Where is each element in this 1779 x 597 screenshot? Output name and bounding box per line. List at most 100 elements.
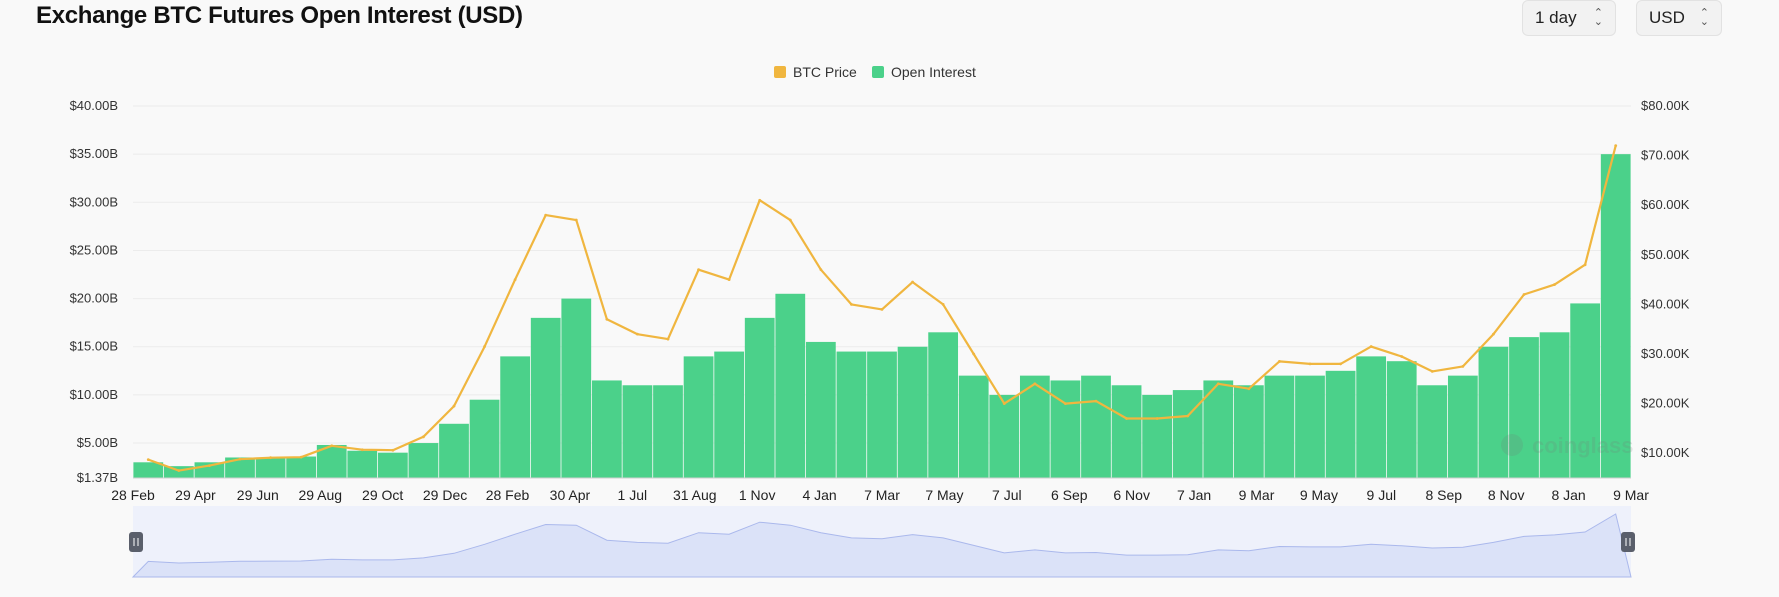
open-interest-bar (1539, 332, 1570, 478)
y-left-tick-label: $30.00B (70, 194, 118, 209)
navigator-left-handle[interactable] (129, 532, 143, 552)
btc-price-point (1278, 360, 1281, 363)
open-interest-bar (530, 317, 561, 478)
open-interest-bar (133, 462, 164, 478)
x-tick-label: 8 Sep (1425, 487, 1462, 503)
btc-price-point (1461, 365, 1465, 368)
open-interest-bar (836, 351, 867, 478)
open-interest-bar (867, 351, 897, 478)
x-tick-label: 4 Jan (802, 487, 836, 503)
interval-select[interactable]: 1 day ⌃ ⌄ (1522, 0, 1616, 36)
btc-price-point (850, 303, 853, 306)
y-left-tick-label: $1.37B (77, 470, 118, 485)
open-interest-bar (500, 356, 531, 478)
y-right-tick-label: $40.00K (1641, 296, 1690, 311)
btc-price-point (513, 278, 517, 281)
btc-price-point (636, 332, 639, 336)
x-tick-label: 28 Feb (111, 487, 155, 503)
btc-price-point (1155, 417, 1159, 420)
open-interest-bar (439, 423, 469, 478)
legend-label[interactable]: BTC Price (793, 64, 857, 80)
x-tick-label: 7 Jan (1177, 487, 1211, 503)
btc-price-point (1125, 417, 1128, 420)
btc-price-point (544, 213, 548, 217)
btc-price-point (177, 469, 181, 472)
open-interest-bar (1111, 385, 1142, 478)
open-interest-bar (1295, 375, 1325, 478)
open-interest-bar (1600, 154, 1631, 478)
x-tick-label: 9 Mar (1239, 487, 1275, 503)
open-interest-bar (1570, 303, 1601, 478)
open-interest-bar (1050, 380, 1081, 478)
btc-price-point (1430, 369, 1434, 373)
watermark-text: coinglass (1532, 433, 1633, 458)
btc-price-point (391, 448, 395, 452)
open-interest-bar (225, 457, 255, 478)
x-tick-label: 7 Jul (992, 487, 1022, 503)
open-interest-bar (591, 380, 622, 478)
btc-price-point (1186, 414, 1190, 418)
open-interest-bar (1233, 385, 1264, 478)
legend-swatch[interactable] (774, 66, 786, 78)
y-right-tick-label: $30.00K (1641, 346, 1690, 361)
btc-price-point (972, 352, 976, 356)
updown-chevron-icon: ⌃ ⌄ (1593, 7, 1603, 28)
open-interest-bar (1386, 361, 1417, 478)
open-interest-bar (561, 298, 592, 478)
open-interest-bar (1509, 337, 1539, 478)
currency-select[interactable]: USD ⌃ ⌄ (1636, 0, 1722, 36)
x-tick-label: 9 Mar (1613, 487, 1649, 503)
open-interest-bar (958, 375, 989, 478)
btc-price-point (1583, 263, 1587, 267)
open-interest-bar (408, 443, 439, 478)
x-tick-label: 29 Dec (423, 487, 467, 503)
open-interest-bar (683, 356, 714, 478)
x-tick-label: 29 Oct (362, 487, 403, 503)
btc-price-point (1002, 402, 1006, 405)
x-tick-label: 7 May (925, 487, 963, 503)
open-interest-bar (1356, 356, 1387, 478)
y-left-tick-label: $25.00B (70, 242, 118, 257)
x-tick-label: 7 Mar (864, 487, 900, 503)
x-tick-label: 9 May (1300, 487, 1338, 503)
x-tick-label: 31 Aug (673, 487, 717, 503)
open-interest-bar (653, 385, 683, 478)
navigator-right-handle[interactable] (1621, 532, 1635, 552)
coinglass-watermark: coinglass (1501, 433, 1633, 458)
navigator-area (131, 513, 1632, 578)
page-title: Exchange BTC Futures Open Interest (USD) (36, 2, 523, 29)
btc-price-point (574, 218, 578, 222)
x-tick-label: 8 Nov (1488, 487, 1525, 503)
open-interest-bar (1325, 370, 1356, 478)
y-right-tick-label: $20.00K (1641, 396, 1690, 411)
x-tick-label: 28 Feb (486, 487, 530, 503)
open-interest-bar (1172, 390, 1203, 478)
btc-price-point (1033, 382, 1037, 386)
y-left-tick-label: $5.00B (77, 435, 118, 450)
y-left-tick-label: $20.00B (70, 291, 118, 306)
x-tick-label: 8 Jan (1551, 487, 1585, 503)
btc-price-point (697, 268, 700, 272)
x-tick-label: 29 Aug (298, 487, 342, 503)
btc-price-point (1400, 355, 1404, 358)
btc-price-point (941, 303, 945, 306)
btc-price-point (1369, 345, 1373, 348)
x-tick-label: 6 Nov (1113, 487, 1150, 503)
btc-price-point (666, 337, 670, 341)
btc-price-point (452, 404, 456, 408)
btc-price-point (605, 317, 609, 321)
btc-price-point (422, 435, 425, 439)
y-right-tick-label: $50.00K (1641, 247, 1690, 262)
open-interest-bar (1081, 375, 1111, 478)
currency-select-value: USD (1649, 8, 1685, 27)
btc-price-point (758, 198, 762, 202)
legend-label[interactable]: Open Interest (891, 64, 976, 80)
y-right-tick-label: $10.00K (1641, 445, 1690, 460)
legend-swatch[interactable] (872, 66, 884, 78)
x-tick-label: 9 Jul (1367, 487, 1397, 503)
btc-price-point (788, 218, 792, 222)
y-right-tick-label: $70.00K (1641, 148, 1690, 163)
btc-price-point (880, 307, 884, 311)
open-interest-bar (714, 351, 745, 478)
